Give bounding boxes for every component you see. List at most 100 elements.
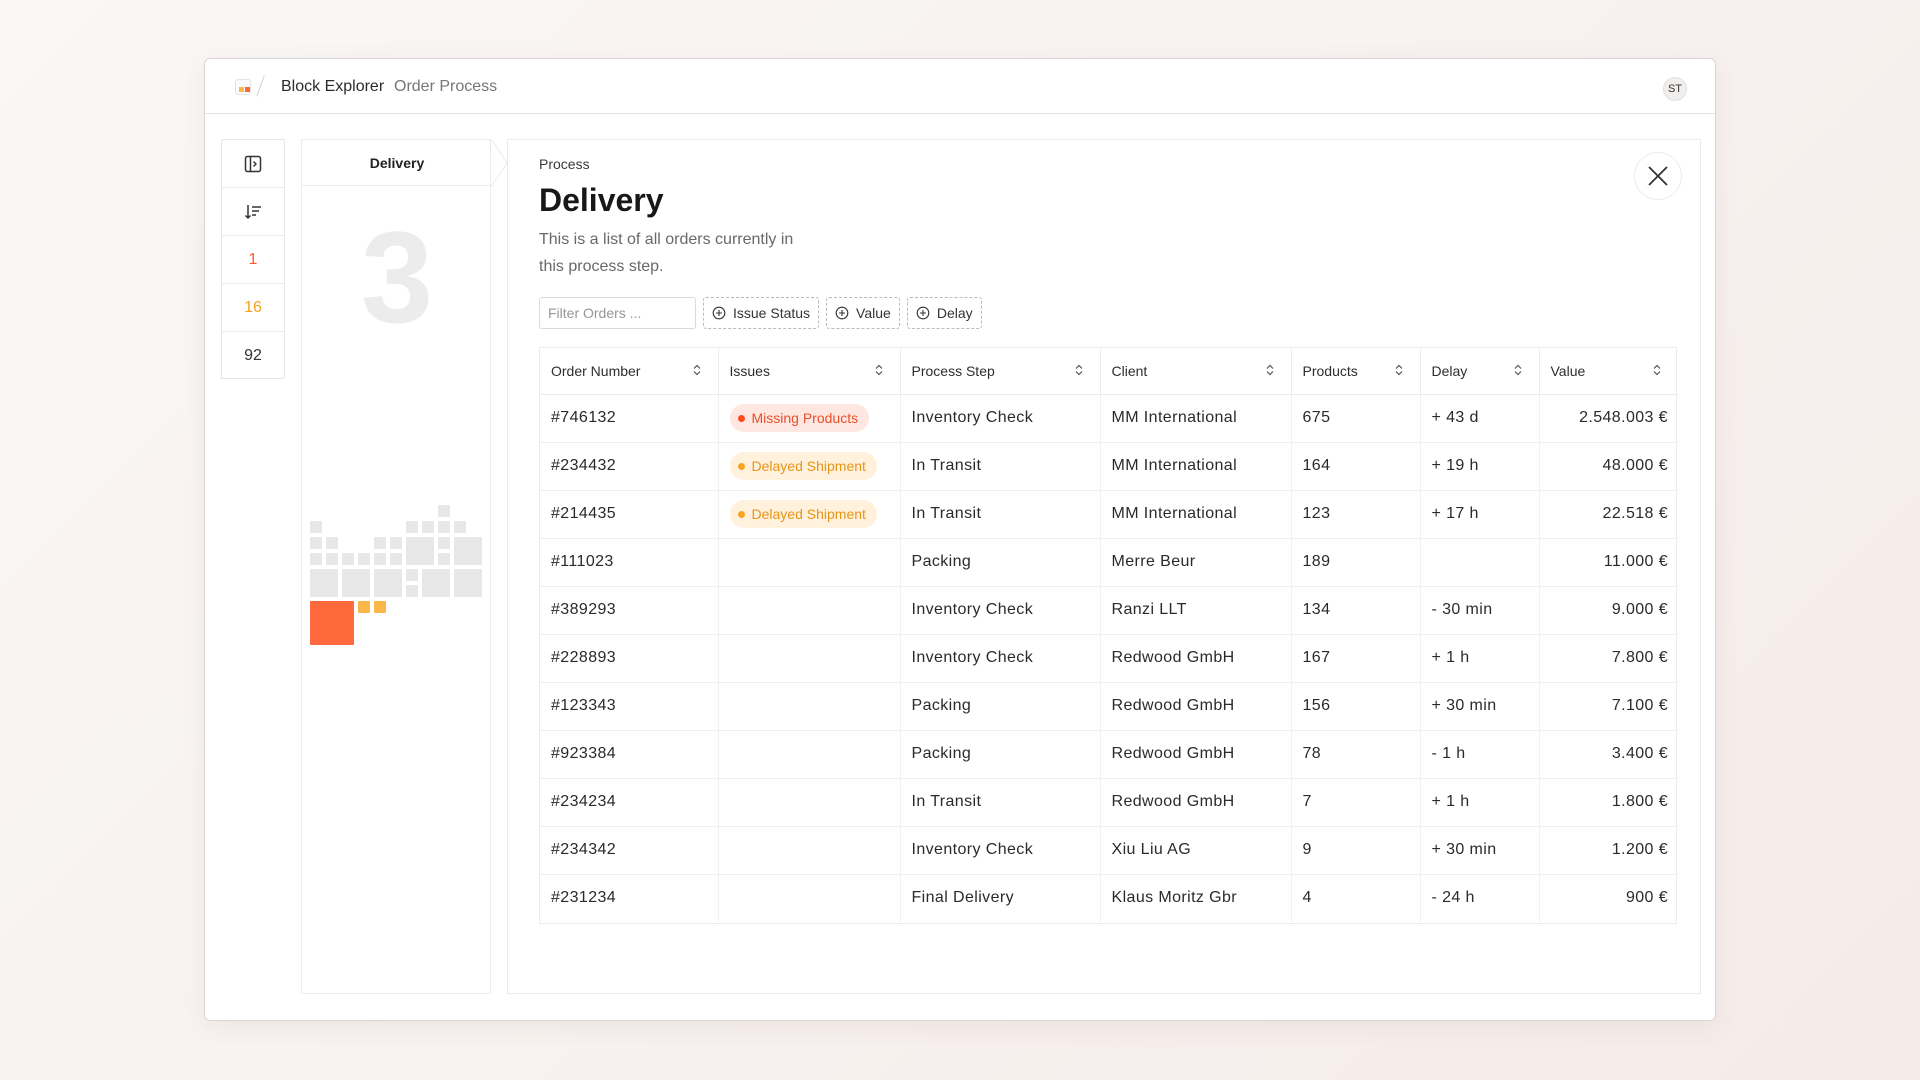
sort-icon (244, 204, 261, 219)
breadcrumb-separator (256, 75, 265, 97)
status-dot-icon (737, 510, 745, 518)
cell-delay: + 1 h (1420, 634, 1540, 683)
cell-client: Xiu Liu AG (1100, 826, 1292, 875)
filter-chip-value[interactable]: Value (826, 297, 900, 329)
cell-value: 11.000 € (1539, 538, 1678, 587)
status-dot-icon (737, 414, 745, 422)
sort-toggle-icon[interactable] (1652, 364, 1662, 376)
cell-value: 48.000 € (1539, 442, 1678, 491)
column-header-label: Issues (729, 362, 770, 379)
column-header[interactable]: Value (1539, 348, 1678, 395)
column-header-label: Order Number (551, 362, 641, 379)
issue-badge[interactable]: Delayed Shipment (729, 452, 877, 480)
sort-toggle-icon[interactable] (1513, 364, 1523, 376)
cell-order-number: #234342 (540, 826, 719, 875)
cell-order-number: #234432 (540, 442, 719, 491)
cell-value: 7.100 € (1539, 682, 1678, 731)
cell-order-number: #746132 (540, 394, 719, 443)
table-row[interactable]: #231234 Final Delivery Klaus Moritz Gbr 4- … (540, 874, 1678, 922)
breadcrumb-page[interactable]: Order Process (394, 78, 498, 95)
table-row[interactable]: #123343 Packing Redwood GmbH 156 + 30 min 7.1… (540, 682, 1678, 731)
cell-order-number: #111023 (540, 538, 719, 587)
cell-process-step: In Transit (900, 490, 1101, 539)
issue-count-critical[interactable]: 1 (222, 236, 284, 284)
cell-products: 156 (1291, 682, 1421, 731)
column-header-label: Products (1302, 362, 1358, 379)
cell-process-step: Final Delivery (900, 874, 1101, 922)
column-header[interactable]: Products (1291, 348, 1421, 395)
breadcrumb-app[interactable]: Block Explorer (281, 78, 385, 95)
table-row[interactable]: #214435 Delayed Shipment In Transit MM Inte… (540, 490, 1678, 539)
cell-value: 3.400 € (1539, 730, 1678, 779)
cell-order-number: #214435 (540, 490, 719, 539)
app-window: Block Explorer Order Process ST 1 16 92 … (204, 58, 1716, 1021)
cell-value: 2.548.003 € (1539, 394, 1678, 443)
cell-process-step: Packing (900, 682, 1101, 731)
cell-order-number: #231234 (540, 874, 719, 922)
app-logo-icon[interactable] (235, 79, 251, 95)
column-header[interactable]: Issues (718, 348, 901, 395)
sort-toggle-icon[interactable] (874, 364, 884, 376)
cell-issues: Delayed Shipment (718, 442, 901, 491)
table-row[interactable]: #746132 Missing Products Inventory Check MM… (540, 394, 1678, 443)
column-header-label: Delay (1431, 362, 1468, 379)
column-header[interactable]: Process Step (900, 348, 1101, 395)
cell-client: Redwood GmbH (1100, 730, 1292, 779)
order-count-total[interactable]: 92 (244, 347, 262, 364)
cell-process-step: Inventory Check (900, 826, 1101, 875)
table-row[interactable]: #923384 Packing Redwood GmbH 78- 1 h 3.400 € (540, 730, 1678, 779)
status-dot-icon (737, 462, 745, 470)
close-button[interactable] (1634, 152, 1682, 200)
orders-panel: Process Delivery This is a list of all o… (507, 139, 1701, 994)
issue-badge[interactable]: Missing Products (729, 404, 870, 432)
tab-delivery[interactable]: Delivery (302, 140, 492, 186)
column-header[interactable]: Order Number (540, 348, 719, 395)
cell-products: 164 (1291, 442, 1421, 491)
sort-toggle-icon[interactable] (692, 364, 702, 376)
cell-delay: + 19 h (1420, 442, 1540, 491)
issue-badge-label: Missing Products (751, 410, 859, 426)
issue-badge[interactable]: Delayed Shipment (729, 500, 877, 528)
cell-products: 675 (1291, 394, 1421, 443)
table-row[interactable]: #234342 Inventory Check Xiu Liu AG 9 + 30 mi… (540, 826, 1678, 875)
page-description: This is a list of all orders currently i… (539, 231, 794, 275)
table-row[interactable]: #111023 Packing Merre Beur 189 11.000 € (540, 538, 1678, 587)
sidebar-toggle-icon (244, 155, 262, 172)
cell-order-number: #228893 (540, 634, 719, 683)
cell-issues: Delayed Shipment (718, 490, 901, 539)
sort-toggle-icon[interactable] (1394, 364, 1404, 376)
sort-toggle-icon[interactable] (1074, 364, 1084, 376)
cell-issues (718, 826, 901, 875)
cell-products: 189 (1291, 538, 1421, 587)
filter-chip-delay[interactable]: Delay (906, 297, 982, 329)
cell-delay: - 1 h (1420, 730, 1540, 779)
sort-toggle-icon[interactable] (1265, 364, 1275, 376)
sidebar-toggle-button[interactable] (222, 140, 284, 188)
panel-eyebrow: Process (539, 156, 590, 172)
user-avatar[interactable]: ST (1663, 77, 1687, 101)
table-row[interactable]: #234234 In Transit Redwood GmbH 7 + 1 h 1.800… (540, 778, 1678, 827)
table-row[interactable]: #228893 Inventory Check Redwood GmbH 167 + 1… (540, 634, 1678, 683)
table-row[interactable]: #389293 Inventory Check Ranzi LLT 134- 30 m… (540, 586, 1678, 635)
cell-value: 900 € (1625, 889, 1668, 907)
cell-delay: + 17 h (1420, 490, 1540, 539)
orders-table: Order Number Issues Process Step Client Prod… (539, 347, 1678, 924)
cell-process-step: In Transit (900, 778, 1101, 827)
cell-client: MM International (1100, 442, 1292, 491)
cell-issues (718, 874, 901, 922)
cell-value: 7.800 € (1539, 634, 1678, 683)
filter-chip-issue-status[interactable]: Issue Status (703, 297, 820, 329)
column-header[interactable]: Client (1100, 348, 1292, 395)
cell-delay: + 30 min (1420, 682, 1540, 731)
sort-button[interactable] (222, 188, 284, 236)
cell-order-number: #234234 (540, 778, 719, 827)
page-title: Delivery (539, 182, 664, 218)
filter-chip-label: Delay (936, 305, 973, 321)
filter-orders-input[interactable] (539, 297, 696, 329)
cell-delay (1420, 538, 1540, 587)
issue-count-warning[interactable]: 16 (222, 284, 284, 332)
table-row[interactable]: #234432 Delayed Shipment In Transit MM Inte… (540, 442, 1678, 491)
cell-issues (718, 778, 901, 827)
cell-client: Redwood GmbH (1100, 778, 1292, 827)
column-header[interactable]: Delay (1420, 348, 1540, 395)
